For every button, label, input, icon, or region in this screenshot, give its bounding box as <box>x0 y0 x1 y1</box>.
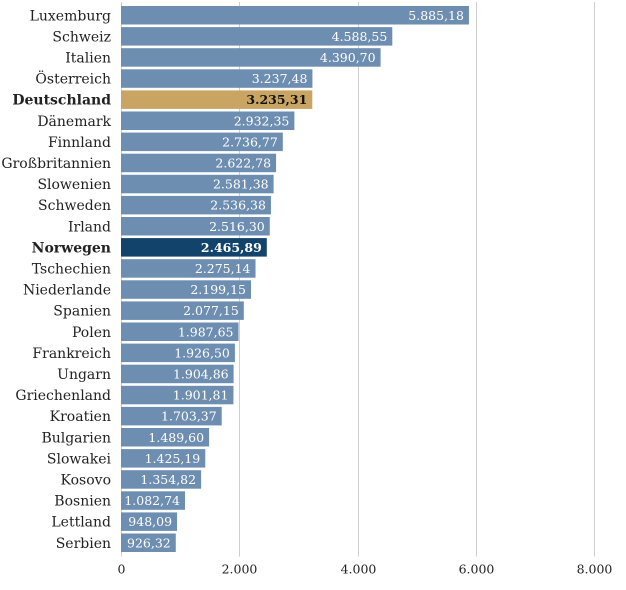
value-label: 1.901,81 <box>173 388 229 403</box>
value-label: 1.082,74 <box>124 493 180 508</box>
bar <box>121 533 176 552</box>
value-label: 926,32 <box>127 535 171 550</box>
bar <box>121 301 244 320</box>
category-label: Deutschland <box>12 93 111 109</box>
value-label: 4.390,70 <box>320 50 376 65</box>
value-label: 2.465,89 <box>201 240 262 255</box>
value-label: 3.237,48 <box>252 71 308 86</box>
bar <box>121 343 235 363</box>
category-label: Polen <box>72 325 111 341</box>
x-axis-ticks: 0 2.000 4.000 6.000 8.000 <box>118 562 613 577</box>
value-label: 2.736,77 <box>222 134 278 149</box>
value-label: 2.932,35 <box>234 113 290 128</box>
bar <box>121 153 277 173</box>
category-label: Tschechien <box>32 261 111 277</box>
value-label: 3.235,31 <box>246 92 307 107</box>
category-label: Irland <box>68 219 111 235</box>
bar <box>121 27 393 46</box>
value-label: 2.622,78 <box>215 155 271 170</box>
x-tick-label: 0 <box>118 562 126 577</box>
category-label: Ungarn <box>57 367 111 383</box>
value-label: 2.275,14 <box>195 261 251 276</box>
category-label: Slowenien <box>37 177 111 193</box>
bar <box>121 174 274 194</box>
category-label: Finnland <box>48 135 111 151</box>
value-label: 1.926,50 <box>174 345 230 360</box>
x-tick-label: 2.000 <box>222 562 258 577</box>
value-label: 2.077,15 <box>183 303 239 318</box>
category-label: Bosnien <box>54 494 111 510</box>
bar <box>121 470 202 489</box>
value-label: 1.489,60 <box>148 430 204 445</box>
bars <box>121 6 469 552</box>
bar <box>121 385 234 405</box>
category-label: Lettland <box>51 515 111 531</box>
value-label: 1.703,37 <box>161 409 217 424</box>
value-label: 948,09 <box>128 514 172 529</box>
category-label: Spanien <box>53 304 111 320</box>
value-labels: 5.885,18 4.588,55 4.390,70 3.237,48 3.235,31… <box>124 8 464 551</box>
bar <box>121 69 313 88</box>
bar <box>121 90 313 109</box>
category-label: Bulgarien <box>41 430 111 446</box>
value-label: 5.885,18 <box>408 8 464 23</box>
x-tick-label: 6.000 <box>459 562 495 577</box>
category-label: Frankreich <box>32 346 111 362</box>
bar <box>121 280 252 299</box>
value-label: 1.987,65 <box>178 324 234 339</box>
bar <box>121 364 234 384</box>
category-label: Kosovo <box>61 472 111 488</box>
bar <box>121 491 186 510</box>
category-label: Kroatien <box>50 409 111 425</box>
x-tick-label: 4.000 <box>341 562 377 577</box>
category-labels: Luxemburg Schweiz Italien Österreich Deutsch… <box>1 8 111 552</box>
category-label: Dänemark <box>37 114 111 130</box>
bar <box>121 406 222 426</box>
value-label: 1.425,19 <box>145 451 201 466</box>
bar <box>121 322 239 341</box>
bar <box>121 6 469 25</box>
value-label: 2.536,38 <box>210 198 266 213</box>
x-tick-label: 8.000 <box>577 562 613 577</box>
category-label: Norwegen <box>32 240 111 256</box>
category-label: Slowakei <box>47 451 112 467</box>
bar <box>121 217 270 236</box>
value-label: 2.199,15 <box>190 282 246 297</box>
category-label: Niederlande <box>23 283 111 299</box>
bar <box>121 132 283 152</box>
bar <box>121 428 210 447</box>
bar <box>121 111 295 130</box>
bar <box>121 238 267 257</box>
category-label: Griechenland <box>15 388 111 404</box>
category-label: Österreich <box>35 70 111 88</box>
value-label: 2.581,38 <box>213 177 269 192</box>
value-label: 1.354,82 <box>140 472 196 487</box>
category-label: Schweden <box>38 198 111 214</box>
value-label: 1.904,86 <box>173 366 229 381</box>
bar <box>121 195 271 215</box>
category-label: Luxemburg <box>30 8 111 24</box>
category-label: Italien <box>65 50 111 66</box>
bar <box>121 259 256 278</box>
bar <box>121 512 178 531</box>
category-label: Schweiz <box>52 29 111 45</box>
value-label: 4.588,55 <box>332 29 388 44</box>
category-label: Serbien <box>56 536 111 552</box>
value-label: 2.516,30 <box>209 219 265 234</box>
bar <box>121 48 381 67</box>
category-label: Großbritannien <box>1 156 111 172</box>
bar <box>121 449 206 468</box>
